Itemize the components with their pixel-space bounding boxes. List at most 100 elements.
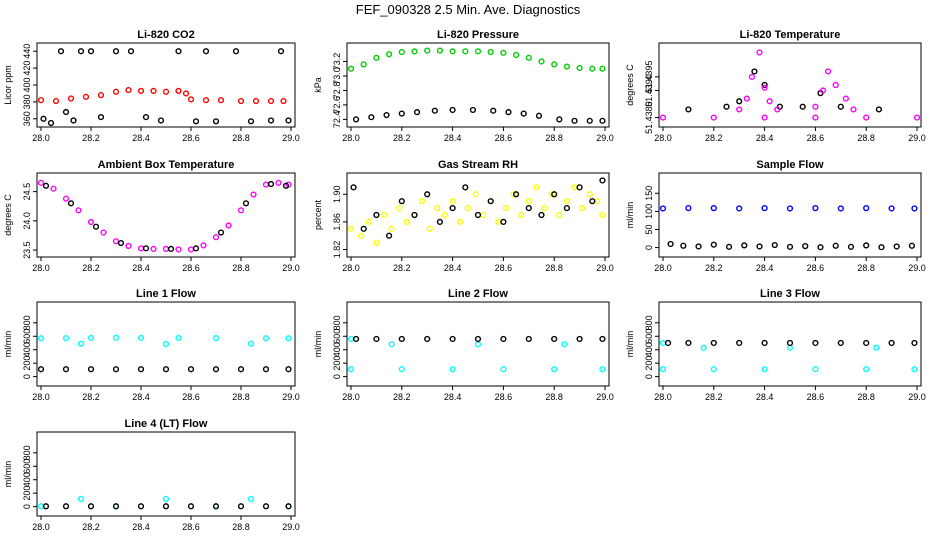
y-tick-label: 72.4 <box>332 111 342 129</box>
data-point <box>510 191 517 198</box>
y-tick-label: 0 <box>22 374 32 379</box>
y-tick-label: 600 <box>332 329 342 344</box>
x-tick-label: 28.2 <box>82 522 100 532</box>
data-point <box>832 81 839 89</box>
data-point <box>192 118 200 125</box>
y-tick-label: 200 <box>22 486 32 501</box>
data-point <box>285 117 292 124</box>
data-point <box>576 64 583 72</box>
data-point <box>386 232 393 239</box>
data-point <box>586 117 593 124</box>
data-point <box>449 366 456 373</box>
data-point <box>187 503 195 510</box>
series-black <box>352 335 606 343</box>
x-tick-label: 28.2 <box>82 133 100 143</box>
data-point <box>403 218 410 226</box>
data-point <box>449 204 456 212</box>
data-point <box>368 114 375 121</box>
data-point <box>786 243 794 250</box>
data-point <box>267 117 275 124</box>
data-point <box>710 114 717 121</box>
data-point <box>137 87 145 95</box>
data-point <box>262 503 270 510</box>
data-point <box>594 198 601 205</box>
data-point <box>761 366 768 373</box>
plot-frame <box>346 172 610 258</box>
data-point <box>761 81 768 89</box>
data-point <box>162 503 170 510</box>
data-point <box>812 339 819 347</box>
data-point <box>571 184 578 191</box>
chart-title: Li-820 Pressure <box>437 29 519 41</box>
plot-frame <box>346 301 610 387</box>
data-point <box>579 204 586 212</box>
data-point <box>373 211 380 219</box>
data-point <box>100 229 107 236</box>
x-tick-label: 28.4 <box>756 392 774 402</box>
data-point <box>77 48 85 55</box>
data-point <box>250 191 257 198</box>
series-magenta <box>736 49 857 113</box>
x-tick-label: 28.2 <box>705 392 723 402</box>
data-point <box>237 503 245 510</box>
data-point <box>142 113 150 121</box>
data-point <box>751 68 758 75</box>
data-point <box>741 242 748 249</box>
data-point <box>736 98 743 105</box>
y-tick-label: 23.5 <box>22 241 32 259</box>
data-point <box>680 242 687 249</box>
chart-title: Li-820 Temperature <box>740 29 841 41</box>
data-point <box>863 339 870 347</box>
chart-panel: Gas Stream RH 28.0 28.2 28.4 28.6 28.8 29.0 1.8… <box>313 159 614 273</box>
data-point <box>464 204 471 212</box>
y-tick-label: 800 <box>332 315 342 330</box>
series-black <box>40 48 292 127</box>
data-point <box>863 114 870 121</box>
data-point <box>525 54 532 61</box>
chart-panel: Line 1 Flow 28.0 28.2 28.4 28.6 28.8 29.0 0 2004… <box>3 288 300 402</box>
y-tick-label: 150 <box>644 186 654 201</box>
data-point <box>424 191 431 198</box>
plot-frame <box>658 301 922 387</box>
data-point <box>137 503 145 510</box>
x-tick-label: 28.6 <box>182 522 200 532</box>
x-tick-label: 28.4 <box>756 133 774 143</box>
data-point <box>137 366 145 373</box>
data-point <box>380 211 388 219</box>
data-point <box>396 204 403 212</box>
data-point <box>436 218 444 226</box>
x-tick-label: 29.0 <box>908 133 926 143</box>
data-point <box>40 115 47 122</box>
data-point <box>474 211 482 219</box>
data-point <box>667 240 674 248</box>
data-point <box>893 243 900 250</box>
x-tick-label: 28.8 <box>857 263 875 273</box>
data-point <box>225 222 232 229</box>
x-tick-label: 28.4 <box>756 263 774 273</box>
data-point <box>911 205 918 212</box>
data-point <box>875 106 883 113</box>
data-point <box>150 87 157 95</box>
data-point <box>812 103 819 110</box>
plot-frame <box>36 172 296 258</box>
data-point <box>62 335 70 342</box>
data-point <box>479 211 487 219</box>
data-point <box>37 179 45 186</box>
data-point <box>563 63 571 70</box>
y-tick-label: 600 <box>22 459 32 474</box>
data-point <box>87 334 95 342</box>
x-tick-label: 28.8 <box>545 263 563 273</box>
data-point <box>469 106 477 114</box>
data-point <box>112 503 120 510</box>
data-point <box>150 245 157 253</box>
data-point <box>520 110 527 117</box>
data-point <box>125 86 132 94</box>
data-point <box>551 335 558 343</box>
data-point <box>217 229 225 236</box>
chart-title: Line 4 (LT) Flow <box>125 418 208 430</box>
y-tick-label: 600 <box>644 329 654 344</box>
x-tick-label: 29.0 <box>282 133 300 143</box>
data-point <box>112 48 120 55</box>
y-axis-label: degrees C <box>625 64 635 106</box>
y-tick-label: 72.6 <box>332 96 342 114</box>
